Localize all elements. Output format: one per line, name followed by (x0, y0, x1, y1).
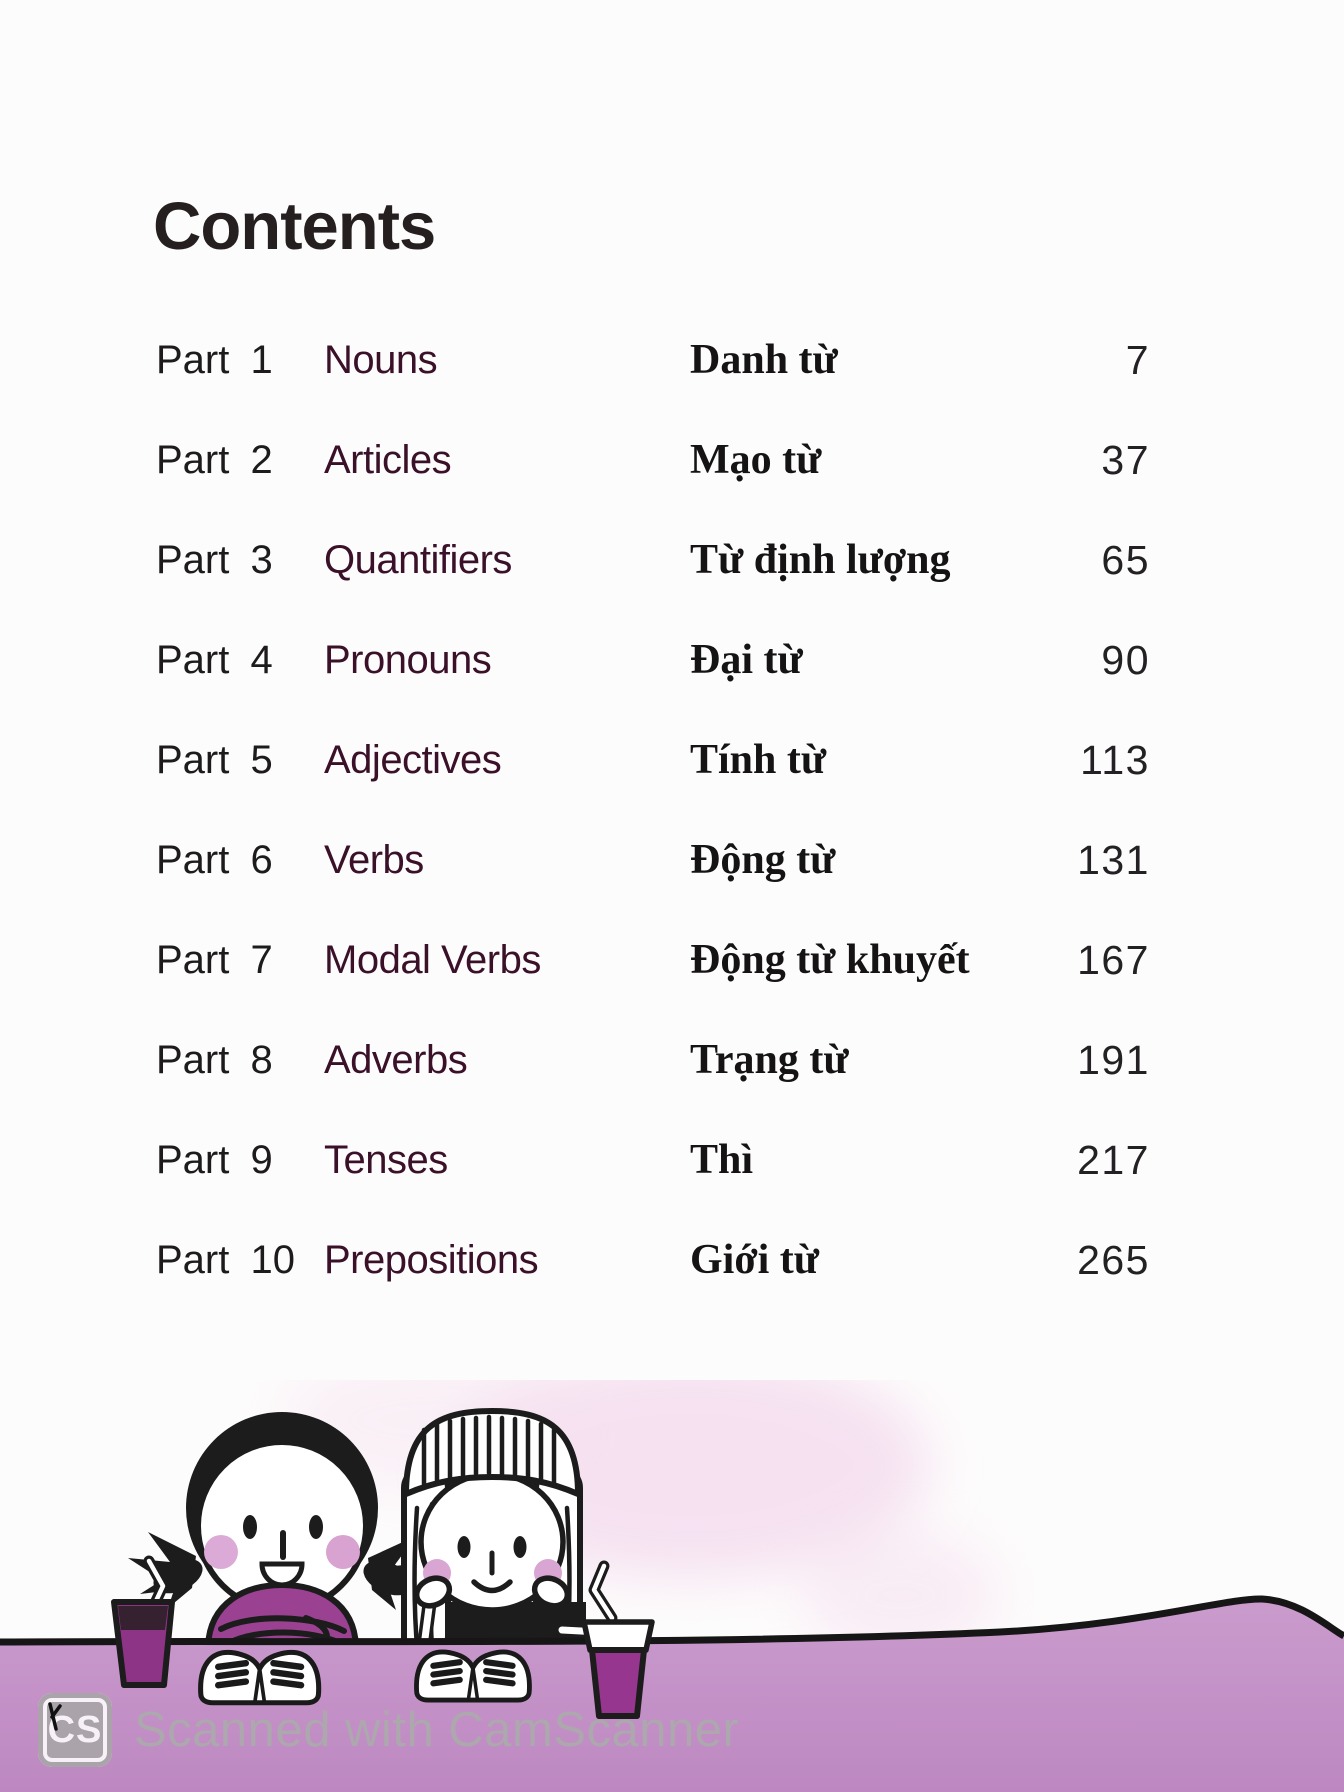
english-label: Adjectives (324, 737, 502, 782)
english-label: Prepositions (324, 1237, 539, 1282)
table-band (0, 1598, 1344, 1792)
table-row: Part 1 Nouns Danh từ 7 (0, 330, 1150, 390)
vietnamese-label: Mạo từ (690, 437, 822, 483)
eye (309, 1515, 323, 1539)
page-title: Contents (153, 188, 436, 264)
page-number: 131 (1077, 836, 1150, 883)
pen-scribble-mark (48, 1702, 62, 1731)
table-row: Part 3 Quantifiers Từ định lượng 65 (0, 530, 1150, 590)
hand (413, 1575, 453, 1609)
drink-cup-icon (111, 1555, 175, 1688)
bangs-stripes (421, 1414, 557, 1487)
part-label: Part 7 (156, 937, 273, 982)
table-row: Part 4 Pronouns Đại từ 90 (0, 630, 1150, 690)
page-number: 37 (1101, 436, 1150, 483)
part-label: Part 3 (156, 537, 273, 582)
watermark: CS Scanned with CamScanner (38, 1692, 739, 1768)
eye (513, 1536, 527, 1558)
watermark-text: Scanned with CamScanner (134, 1703, 740, 1757)
table-row: Part 10 Prepositions Giới từ 265 (0, 1230, 1150, 1290)
part-label: Part 6 (156, 837, 273, 882)
page-number: 265 (1077, 1236, 1150, 1283)
pink-glow (280, 1380, 1000, 1660)
table-edge-line (0, 1595, 1344, 1646)
right-girl (401, 1408, 607, 1689)
page-number: 65 (1101, 536, 1150, 583)
english-label: Verbs (324, 837, 424, 882)
eye (457, 1536, 471, 1558)
table-row: Part 2 Articles Mạo từ 37 (0, 430, 1150, 490)
vietnamese-label: Đại từ (690, 637, 803, 683)
page-number: 191 (1077, 1036, 1150, 1083)
english-label: Quantifiers (324, 537, 512, 582)
vietnamese-label: Trạng từ (690, 1037, 849, 1083)
drink-cup-icon (581, 1560, 655, 1719)
right-girl-body (444, 1602, 586, 1648)
english-label: Pronouns (324, 637, 492, 682)
part-label: Part 8 (156, 1037, 273, 1082)
table-row: Part 7 Modal Verbs Động từ khuyết 167 (0, 930, 1150, 990)
page-number: 113 (1080, 736, 1150, 783)
table-row: Part 8 Adverbs Trạng từ 191 (0, 1030, 1150, 1090)
english-label: Adverbs (324, 1037, 468, 1082)
cheek (326, 1535, 360, 1569)
part-label: Part 1 (156, 337, 273, 382)
english-label: Modal Verbs (324, 937, 541, 982)
page-number: 167 (1077, 936, 1150, 983)
english-label: Tenses (324, 1137, 448, 1182)
vietnamese-label: Danh từ (690, 337, 838, 383)
page-number: 7 (1125, 336, 1150, 383)
eye (243, 1515, 257, 1539)
part-label: Part 4 (156, 637, 273, 682)
vietnamese-label: Thì (690, 1137, 754, 1183)
mouth (259, 1561, 305, 1588)
vietnamese-label: Từ định lượng (690, 537, 951, 583)
part-label: Part 10 (156, 1237, 295, 1282)
vietnamese-label: Tính từ (690, 737, 827, 783)
vietnamese-label: Động từ khuyết (690, 937, 970, 983)
table-row: Part 5 Adjectives Tính từ 113 (0, 730, 1150, 790)
hand (531, 1575, 571, 1609)
table-row: Part 6 Verbs Động từ 131 (0, 830, 1150, 890)
english-label: Articles (324, 437, 452, 482)
illustration (0, 1380, 1344, 1792)
mouth (471, 1579, 513, 1594)
part-label: Part 9 (156, 1137, 273, 1182)
page-number: 217 (1077, 1136, 1150, 1183)
table-row: Part 9 Tenses Thì 217 (0, 1130, 1150, 1190)
cheek (204, 1535, 238, 1569)
part-label: Part 5 (156, 737, 273, 782)
vietnamese-label: Động từ (690, 837, 836, 883)
part-label: Part 2 (156, 437, 273, 482)
english-label: Nouns (324, 337, 438, 382)
vietnamese-label: Giới từ (690, 1237, 819, 1283)
page-number: 90 (1101, 636, 1150, 683)
